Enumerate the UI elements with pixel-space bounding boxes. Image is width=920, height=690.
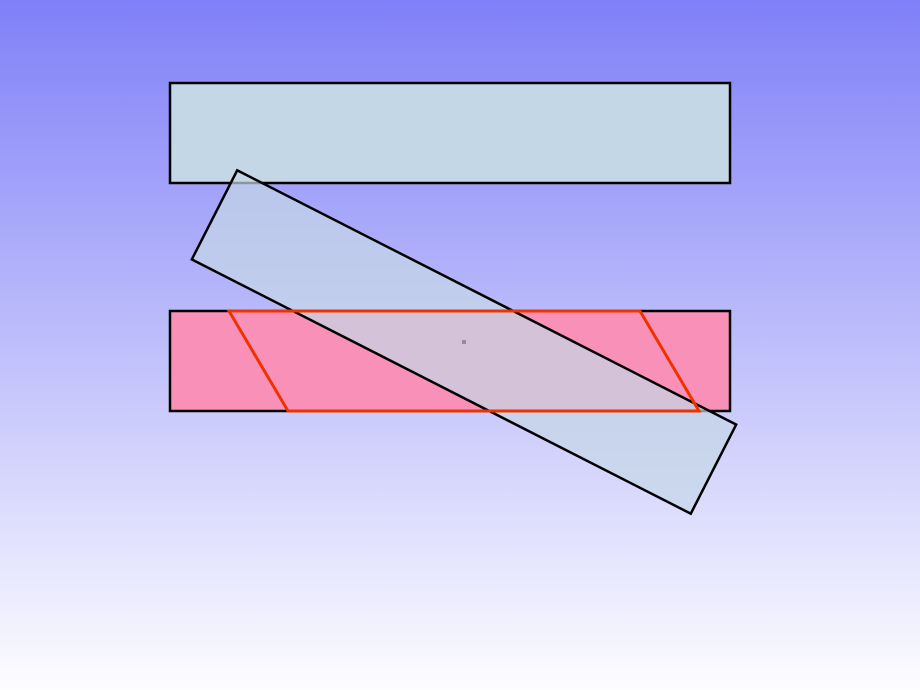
overlap-parallelogram — [229, 311, 699, 411]
diagram-canvas — [0, 0, 920, 690]
rectangle-top — [170, 83, 730, 183]
center-marker — [462, 340, 466, 344]
